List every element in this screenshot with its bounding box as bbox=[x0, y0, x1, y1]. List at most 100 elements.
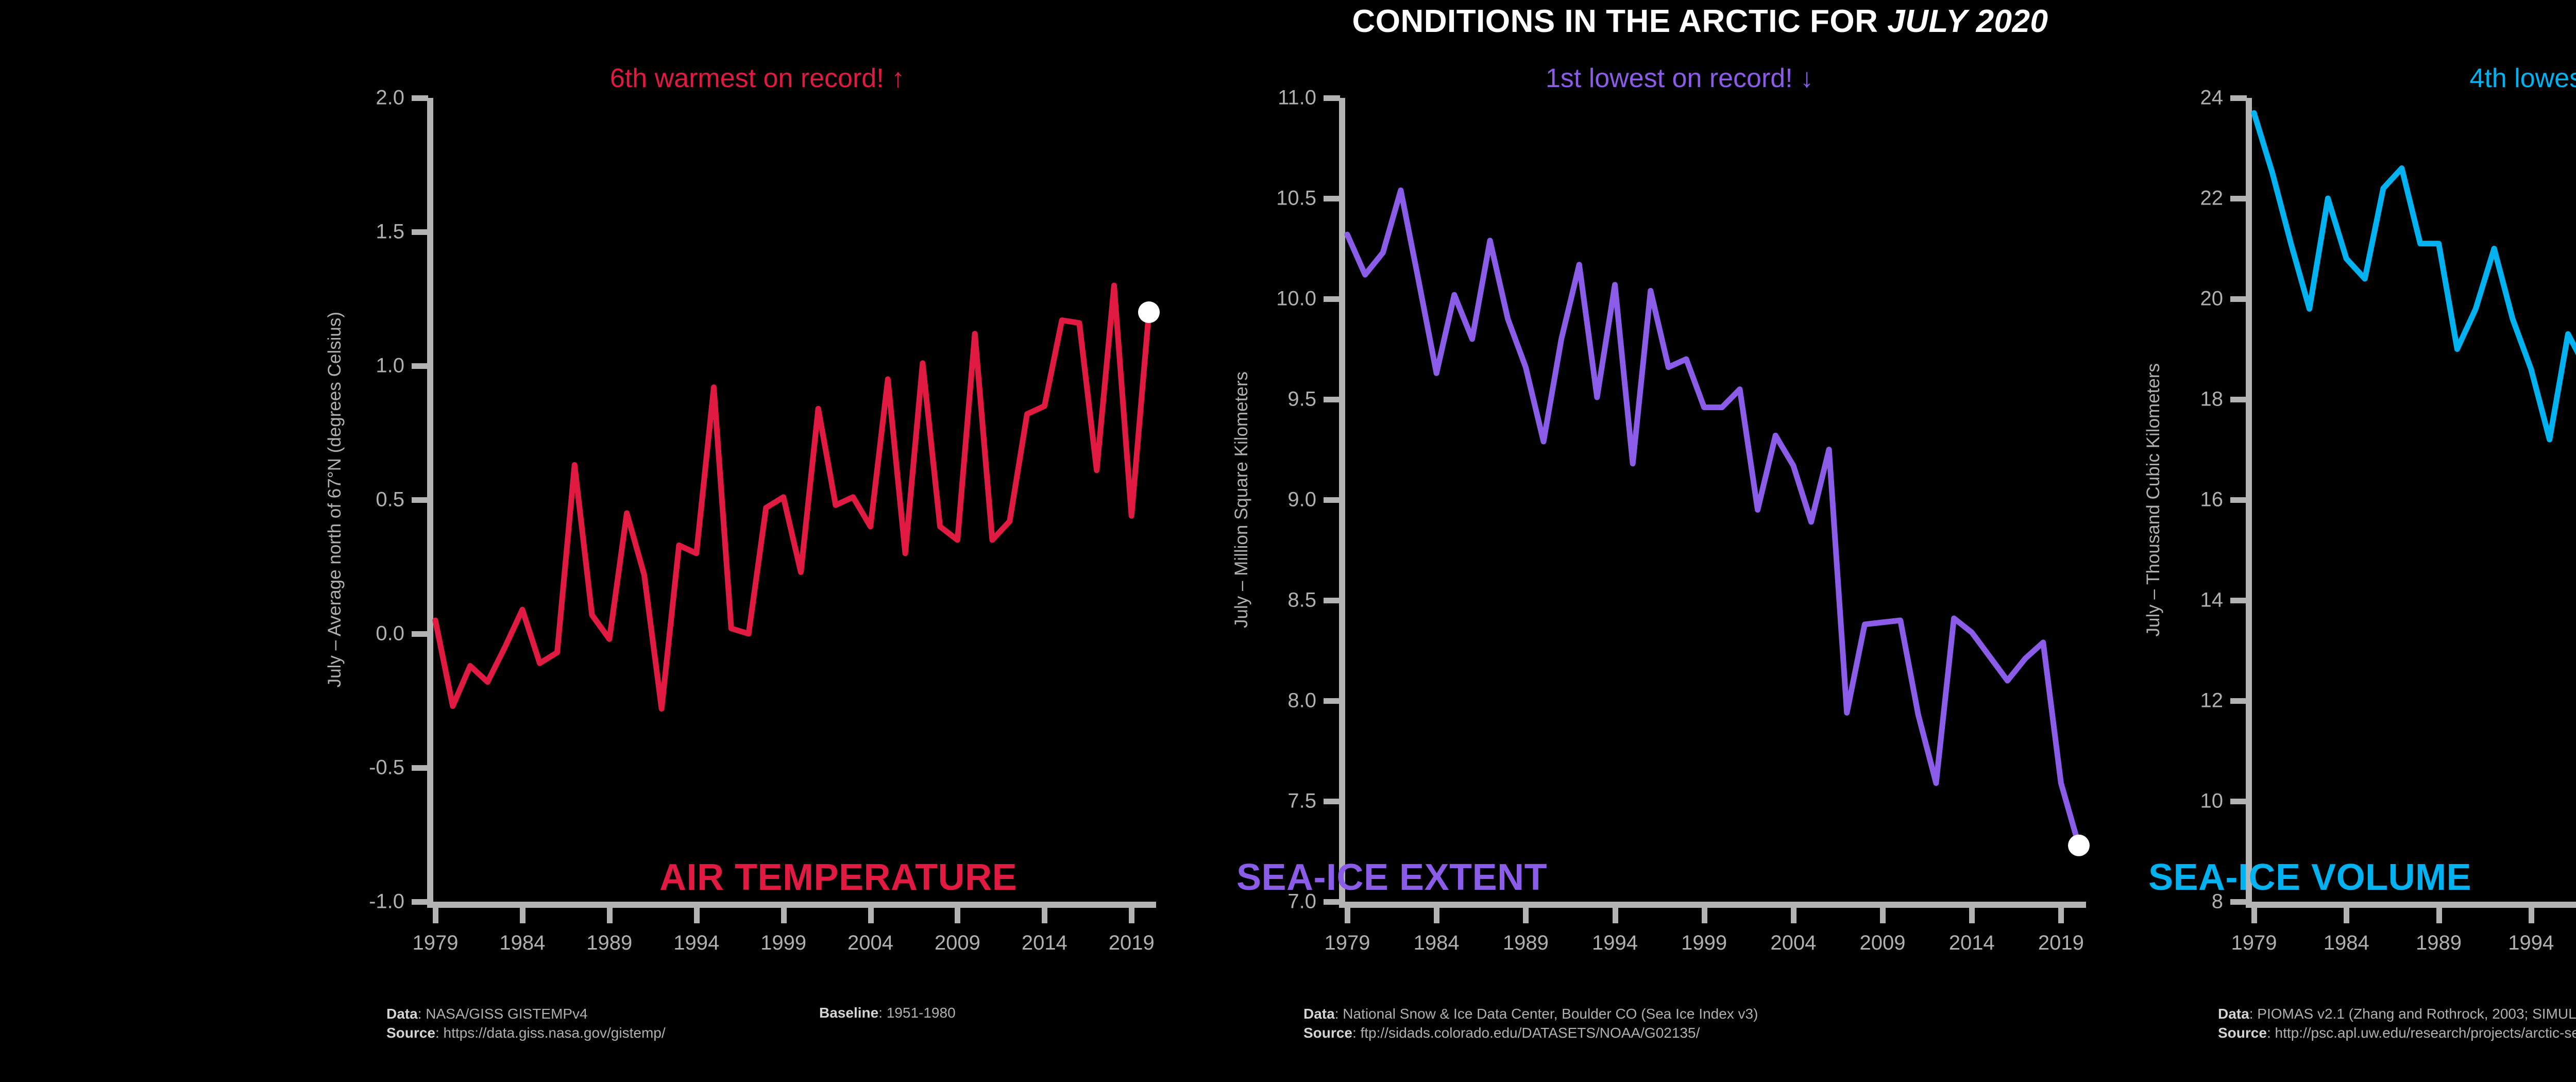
x-tick-label: 1989 bbox=[586, 932, 633, 954]
y-tick-label: 16 bbox=[2200, 488, 2224, 511]
x-tick-label: 1994 bbox=[2508, 932, 2554, 954]
data-line bbox=[432, 282, 1152, 712]
x-tick-mark bbox=[2344, 908, 2350, 923]
y-tick-mark bbox=[2230, 397, 2247, 402]
y-tick-mark bbox=[412, 497, 428, 503]
data-label-1: Data bbox=[1303, 1006, 1335, 1022]
y-tick-label: 8 bbox=[2211, 890, 2223, 913]
y-tick-mark bbox=[1324, 598, 1340, 603]
x-axis-spine bbox=[1339, 902, 2086, 908]
series-sea-ice-volume bbox=[2251, 110, 2576, 443]
y-axis-spine bbox=[427, 98, 433, 902]
y-axis-spine bbox=[2246, 98, 2252, 902]
y-tick-label: 9.5 bbox=[1287, 387, 1316, 411]
x-tick-label: 2019 bbox=[2038, 932, 2084, 954]
x-tick-label: 1999 bbox=[760, 932, 807, 954]
y-tick-label: 0.0 bbox=[376, 622, 404, 645]
x-tick-label: 1984 bbox=[499, 932, 546, 954]
panel-name-air-temperature: AIR TEMPERATURE bbox=[659, 857, 1018, 898]
footer-sea-ice-extent: Data: National Snow & Ice Data Center, B… bbox=[1303, 1006, 1758, 1041]
x-tick-mark bbox=[1523, 908, 1529, 923]
y-tick-mark bbox=[412, 631, 428, 637]
x-tick-mark bbox=[955, 908, 961, 923]
page-title-text: CONDITIONS IN THE ARCTIC FOR bbox=[1352, 4, 1888, 39]
x-tick-mark bbox=[2251, 908, 2257, 923]
x-tick-mark bbox=[693, 908, 700, 923]
y-tick-mark bbox=[2230, 899, 2247, 905]
footer-sea-ice-volume: Data: PIOMAS v2.1 (Zhang and Rothrock, 2… bbox=[2218, 1005, 2576, 1043]
x-tick-mark bbox=[1345, 908, 1350, 923]
x-tick-mark bbox=[1612, 908, 1618, 923]
source-value-0: https://data.giss.nasa.gov/gistemp/ bbox=[443, 1024, 666, 1041]
source-label-2: Source bbox=[2218, 1024, 2267, 1041]
source-value-2: http://psc.apl.uw.edu/research/projects/… bbox=[2275, 1024, 2576, 1041]
plot-air-temperature: July – Average north of 67°N (degrees Ce… bbox=[319, 87, 1195, 954]
panel-sea-ice-extent: 1st lowest on record! ↓ July – Million S… bbox=[1226, 36, 2133, 1082]
x-tick-mark bbox=[2058, 908, 2064, 923]
y-tick-mark bbox=[1324, 397, 1340, 402]
x-tick-mark bbox=[2436, 908, 2442, 923]
data-value-1: National Snow & Ice Data Center, Boulder… bbox=[1343, 1006, 1758, 1022]
y-tick-label: -0.5 bbox=[369, 756, 404, 779]
x-tick-label: 2009 bbox=[1859, 932, 1906, 954]
y-tick-mark bbox=[2230, 598, 2247, 603]
data-value-2: PIOMAS v2.1 (Zhang and Rothrock, 2003; S… bbox=[2257, 1006, 2576, 1022]
data-label-2: Data bbox=[2218, 1006, 2249, 1022]
y-tick-label: 1.0 bbox=[376, 354, 404, 377]
baseline-value: 1951-1980 bbox=[886, 1005, 956, 1021]
y-tick-mark bbox=[412, 363, 428, 369]
x-tick-label: 1989 bbox=[2416, 932, 2462, 954]
x-tick-mark bbox=[868, 908, 874, 923]
y-tick-label: 7.0 bbox=[1287, 890, 1316, 913]
y-tick-mark bbox=[412, 95, 428, 101]
y-tick-mark bbox=[412, 765, 428, 771]
y-tick-mark bbox=[2230, 95, 2247, 101]
x-tick-label: 2014 bbox=[1021, 932, 1067, 954]
x-tick-mark bbox=[1790, 908, 1797, 923]
x-tick-mark bbox=[1701, 908, 1707, 923]
x-tick-label: 2019 bbox=[1108, 932, 1155, 954]
plot-sea-ice-extent: July – Million Square Kilometers 11.0 10.… bbox=[1226, 87, 2133, 954]
y-tick-mark bbox=[412, 899, 428, 905]
data-label-0: Data bbox=[386, 1006, 418, 1022]
y-tick-label: 14 bbox=[2200, 588, 2224, 612]
y-tick-mark bbox=[1324, 296, 1340, 302]
y-tick-label: 11.0 bbox=[1278, 86, 1316, 109]
x-tick-label: 1989 bbox=[1502, 932, 1549, 954]
y-tick-label: 24 bbox=[2200, 86, 2224, 109]
y-tick-mark bbox=[1324, 799, 1340, 804]
subtitle-sea-ice-volume: 4th lowest on record! ↓ bbox=[2469, 63, 2576, 93]
x-tick-label: 1979 bbox=[1324, 932, 1370, 954]
y-tick-label: 0.5 bbox=[376, 488, 404, 511]
y-tick-mark bbox=[2230, 196, 2247, 201]
x-tick-mark bbox=[606, 908, 613, 923]
x-tick-mark bbox=[519, 908, 526, 923]
x-tick-mark bbox=[1129, 908, 1135, 923]
baseline-label: Baseline bbox=[819, 1005, 879, 1021]
page-title-month: JULY 2020 bbox=[1887, 4, 2048, 39]
y-tick-label: 7.5 bbox=[1287, 789, 1316, 813]
data-line bbox=[1344, 187, 2082, 849]
source-label-0: Source bbox=[386, 1024, 435, 1041]
panel-name-sea-ice-volume: SEA-ICE VOLUME bbox=[2148, 857, 2472, 898]
page-title: CONDITIONS IN THE ARCTIC FOR JULY 2020 bbox=[0, 3, 2576, 40]
panel-sea-ice-volume: 4th lowest on record! ↓ July – Thousand … bbox=[2138, 36, 2576, 1082]
x-tick-label: 1994 bbox=[1592, 932, 1638, 954]
y-tick-label: 2.0 bbox=[376, 86, 404, 109]
x-tick-label: 2014 bbox=[1948, 932, 1995, 954]
y-tick-mark bbox=[1324, 196, 1340, 201]
plot-sea-ice-volume: July – Thousand Cubic Kilometers 24 22 20 1… bbox=[2138, 87, 2576, 954]
x-tick-label: 2004 bbox=[848, 932, 893, 954]
x-axis-spine bbox=[427, 902, 1156, 908]
source-value-1: ftp://sidads.colorado.edu/DATASETS/NOAA/… bbox=[1360, 1024, 1700, 1041]
y-tick-mark bbox=[2230, 698, 2247, 704]
y-tick-label: 20 bbox=[2200, 287, 2224, 310]
x-tick-label: 1984 bbox=[2323, 932, 2369, 954]
x-tick-mark bbox=[1434, 908, 1440, 923]
subtitle-air-temperature: 6th warmest on record! ↑ bbox=[609, 63, 905, 93]
baseline-note: Baseline: 1951-1980 bbox=[819, 1005, 956, 1021]
x-axis-spine bbox=[2246, 902, 2576, 908]
x-tick-mark bbox=[1042, 908, 1048, 923]
y-tick-mark bbox=[2230, 799, 2247, 804]
